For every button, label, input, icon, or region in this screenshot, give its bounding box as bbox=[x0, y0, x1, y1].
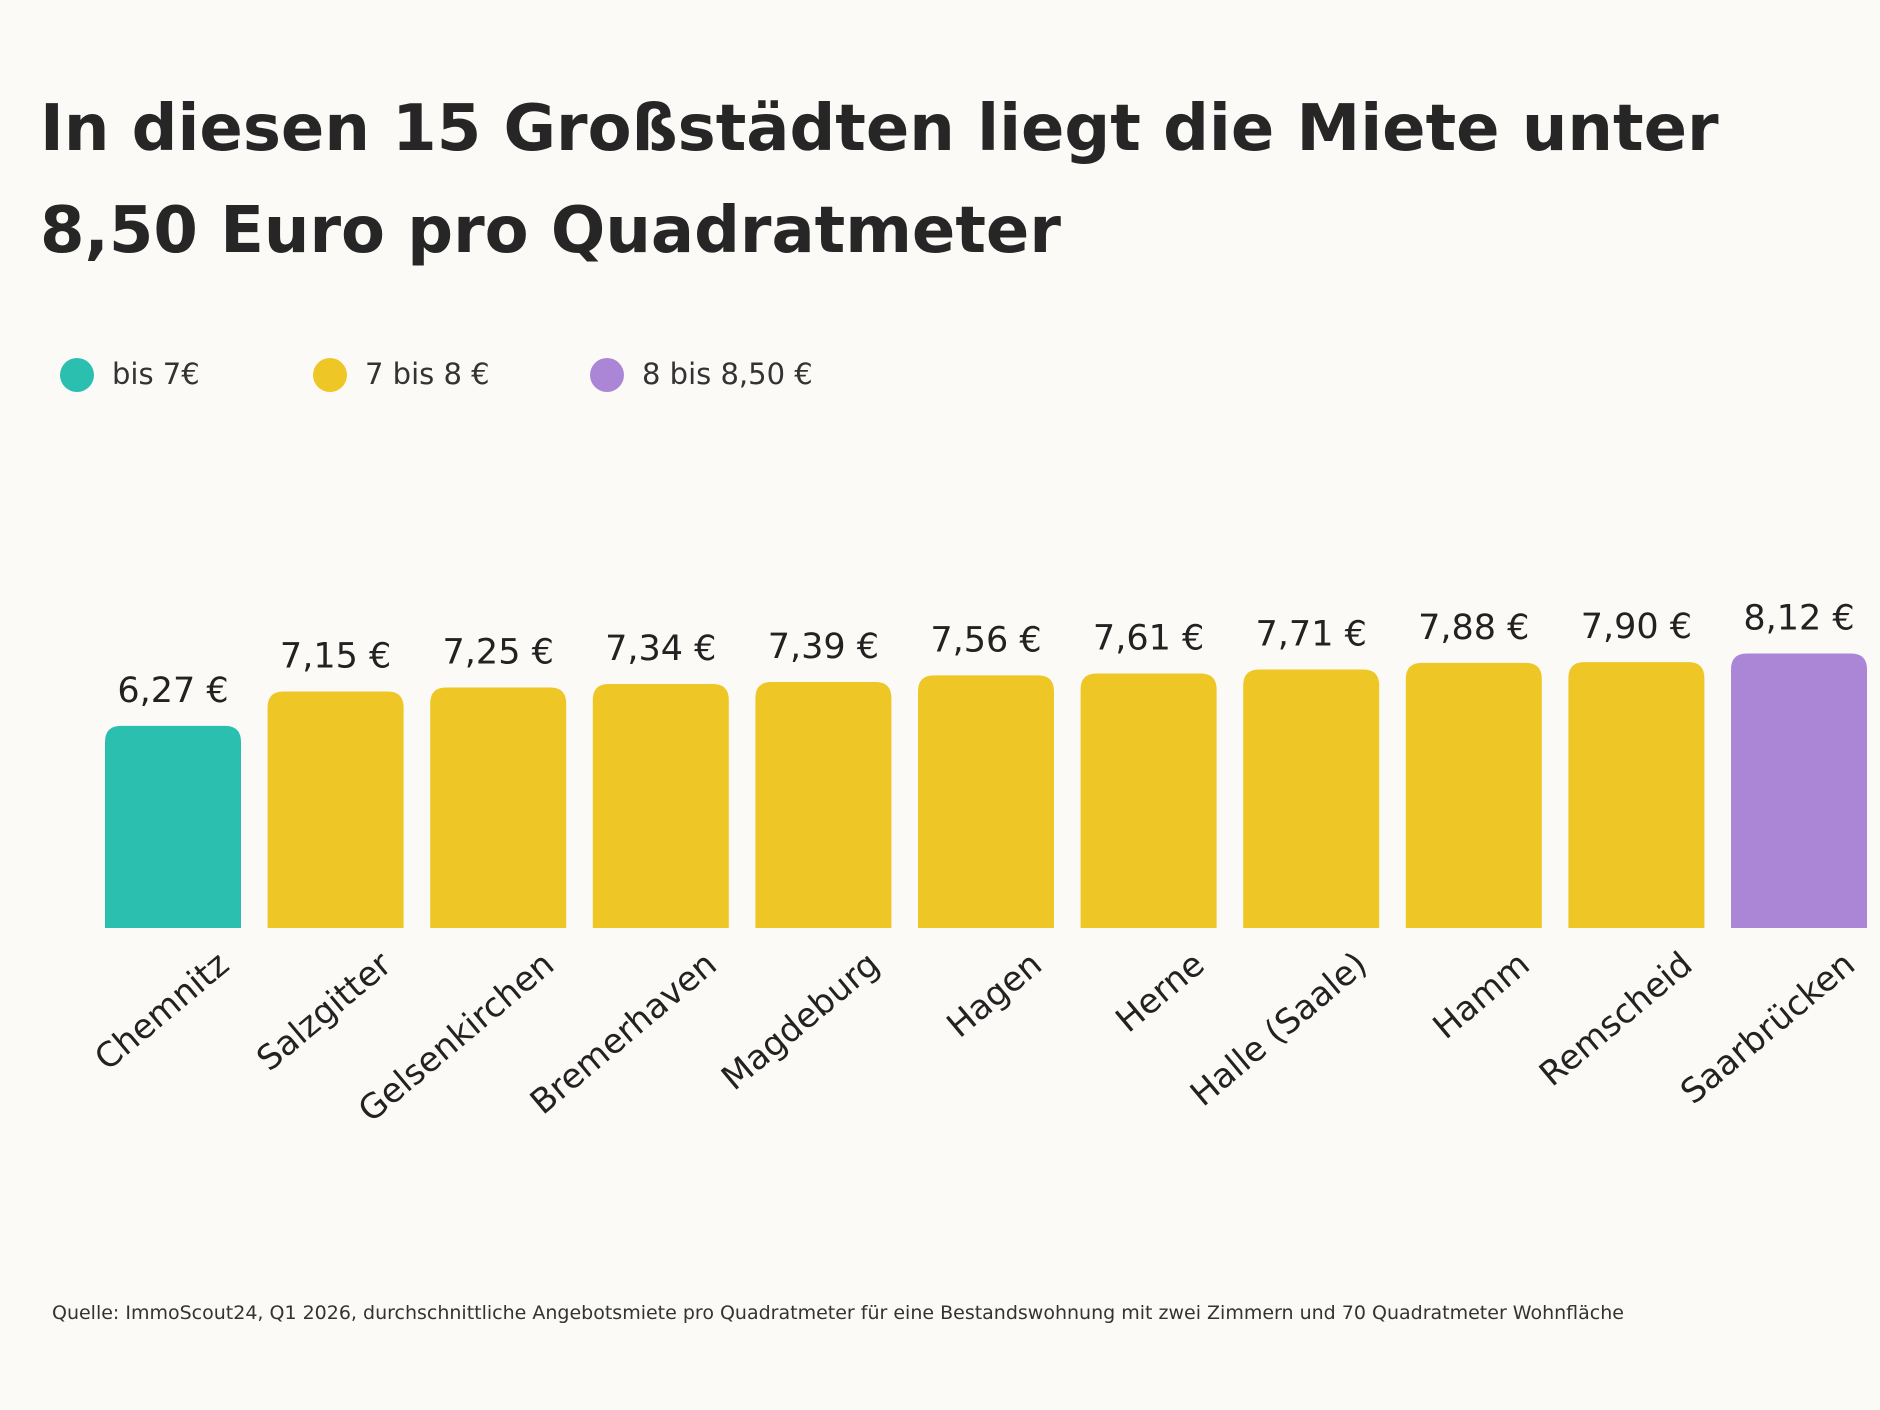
bar-halle-saale- bbox=[1243, 669, 1380, 928]
legend-label: 7 bis 8 € bbox=[365, 357, 490, 391]
bar-herne bbox=[1080, 673, 1217, 928]
bar-magdeburg bbox=[755, 682, 892, 928]
category-label: Salzgitter bbox=[249, 944, 399, 1079]
category-label: Chemnitz bbox=[87, 944, 236, 1078]
category-label: Remscheid bbox=[1532, 944, 1700, 1094]
bar-chemnitz bbox=[105, 725, 241, 928]
category-label: Hagen bbox=[939, 944, 1049, 1046]
value-label: 7,71 € bbox=[1256, 615, 1367, 655]
value-label: 8,12 € bbox=[1743, 599, 1854, 639]
legend-swatch-yellow bbox=[313, 358, 347, 392]
bar-remscheid bbox=[1568, 662, 1705, 928]
bar-bremerhaven bbox=[592, 684, 729, 928]
bar-salzgitter bbox=[267, 691, 404, 928]
value-label: 6,27 € bbox=[117, 671, 228, 711]
category-label: Saarbrücken bbox=[1673, 944, 1863, 1112]
bar-hagen bbox=[918, 675, 1054, 928]
legend-label: bis 7€ bbox=[112, 357, 200, 391]
value-label: 7,88 € bbox=[1418, 608, 1529, 648]
category-label: Magdeburg bbox=[714, 944, 887, 1098]
bar-gelsenkirchen bbox=[430, 687, 567, 928]
category-label: Herne bbox=[1108, 944, 1212, 1040]
legend-label: 8 bis 8,50 € bbox=[642, 357, 813, 391]
legend-swatch-teal bbox=[60, 358, 94, 392]
value-label: 7,25 € bbox=[443, 633, 554, 673]
value-label: 7,56 € bbox=[930, 620, 1041, 660]
legend-swatch-purple bbox=[590, 358, 624, 392]
category-label: Halle (Saale) bbox=[1183, 944, 1375, 1114]
value-label: 7,15 € bbox=[280, 636, 391, 676]
value-label: 7,61 € bbox=[1093, 618, 1204, 658]
value-label: 7,34 € bbox=[605, 629, 716, 669]
chart-title: In diesen 15 Großstädten liegt die Miete… bbox=[40, 92, 1719, 268]
bar-hamm bbox=[1405, 662, 1542, 928]
value-label: 7,39 € bbox=[768, 627, 879, 667]
value-label: 7,90 € bbox=[1581, 607, 1692, 647]
category-label: Hamm bbox=[1426, 944, 1538, 1047]
source-note: Quelle: ImmoScout24, Q1 2026, durchschni… bbox=[52, 1302, 1624, 1324]
bar-saarbrücken bbox=[1731, 653, 1867, 928]
